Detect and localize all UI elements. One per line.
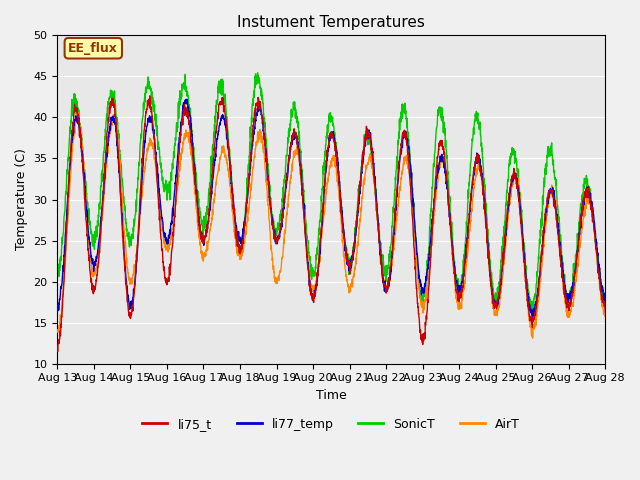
li77_temp <box>183 96 191 102</box>
li77_temp <box>207 207 214 213</box>
SonicT <box>206 185 214 191</box>
SonicT <box>528 312 536 317</box>
AirT <box>359 186 367 192</box>
AirT <box>602 311 609 316</box>
li75_t <box>54 344 61 349</box>
Line: SonicT: SonicT <box>58 73 605 314</box>
Title: Instument Temperatures: Instument Temperatures <box>237 15 425 30</box>
li77_temp <box>491 300 499 306</box>
li75_t <box>554 225 561 231</box>
SonicT <box>554 206 561 212</box>
SonicT <box>602 290 609 296</box>
SonicT <box>54 271 61 277</box>
AirT <box>75 109 83 115</box>
li75_t <box>360 147 367 153</box>
li75_t <box>491 303 499 309</box>
SonicT <box>491 297 499 302</box>
Y-axis label: Temperature (C): Temperature (C) <box>15 149 28 251</box>
AirT <box>529 335 536 341</box>
Text: EE_flux: EE_flux <box>68 42 118 55</box>
li77_temp <box>359 157 367 163</box>
SonicT <box>359 153 367 158</box>
SonicT <box>253 70 261 76</box>
li77_temp <box>602 297 609 303</box>
li75_t <box>602 309 609 315</box>
li77_temp <box>54 309 61 315</box>
Legend: li75_t, li77_temp, SonicT, AirT: li75_t, li77_temp, SonicT, AirT <box>138 413 525 436</box>
Line: li77_temp: li77_temp <box>58 99 605 317</box>
AirT <box>348 284 355 289</box>
li75_t <box>54 349 61 355</box>
SonicT <box>348 262 355 267</box>
X-axis label: Time: Time <box>316 389 347 402</box>
li75_t <box>146 93 154 99</box>
Line: AirT: AirT <box>58 112 605 338</box>
SonicT <box>568 283 576 288</box>
AirT <box>207 228 214 233</box>
li77_temp <box>568 288 576 294</box>
Line: li75_t: li75_t <box>58 96 605 352</box>
AirT <box>491 311 499 316</box>
AirT <box>54 327 61 333</box>
li75_t <box>568 293 576 299</box>
li77_temp <box>348 256 355 262</box>
li75_t <box>207 193 214 199</box>
AirT <box>554 216 561 221</box>
li77_temp <box>554 218 561 224</box>
AirT <box>568 303 576 309</box>
li77_temp <box>529 314 536 320</box>
li75_t <box>348 259 355 265</box>
